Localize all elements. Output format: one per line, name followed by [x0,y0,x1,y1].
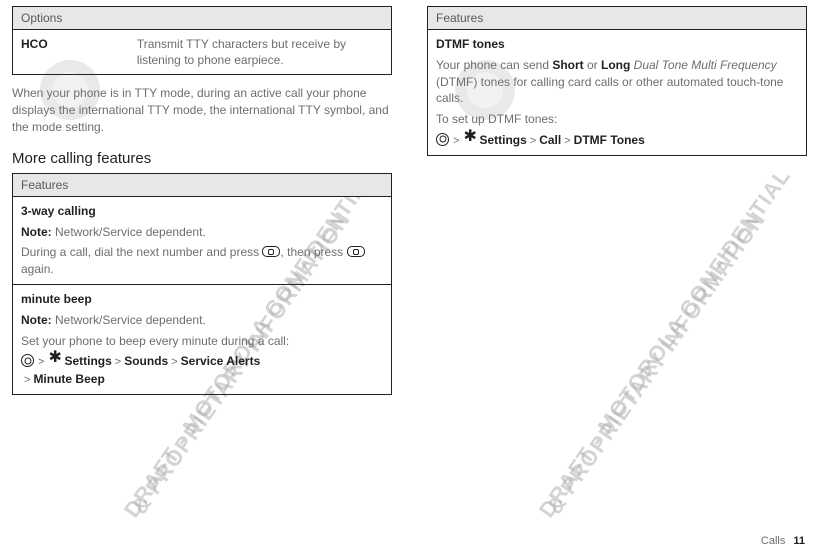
feature-dtmf-title: DTMF tones [436,37,505,51]
center-key-icon-2 [436,133,449,146]
right-column: Features DTMF tones Your phone can send … [427,6,807,156]
send-key-icon-2 [347,246,365,257]
path-settings-2: Settings [479,133,526,147]
note-label-1: Note: [21,225,52,239]
feature-minute-note: Network/Service dependent. [52,313,206,327]
page: DRAFT - MOTOROLA CONFIDENTIAL & PROPRIET… [0,0,819,555]
feature-3way-title: 3-way calling [21,204,96,218]
dtmf-short: Short [552,58,583,72]
note-label-2: Note: [21,313,52,327]
footer-page: 11 [793,535,805,547]
features-header-right: Features [428,7,806,30]
path-sep: > [530,135,536,147]
path-dtmf: DTMF Tones [574,133,645,147]
path-sep: > [38,356,44,368]
feature-3way-note: Network/Service dependent. [52,225,206,239]
feature-minute-title: minute beep [21,292,92,306]
path-sep: > [171,356,177,368]
path-sounds: Sounds [124,354,168,368]
center-key-icon [21,354,34,367]
send-key-icon [262,246,280,257]
settings-icon-2 [463,132,477,146]
dtmf-setup: To set up DTMF tones: [436,111,798,128]
hco-desc: Transmit TTY characters but receive by l… [137,36,383,68]
dtmf-term: Dual Tone Multi Frequency [634,58,777,72]
dtmf-text-b: (DTMF) tones for calling card calls or o… [436,75,783,106]
path-sep: > [24,374,30,386]
settings-icon [48,353,62,367]
feature-3way: 3-way calling Note: Network/Service depe… [13,197,391,285]
features-table-right: Features DTMF tones Your phone can send … [427,6,807,156]
feature-3way-text-a: During a call, dial the next number and … [21,245,262,259]
features-table-left: Features 3-way calling Note: Network/Ser… [12,173,392,395]
feature-minute-beep: minute beep Note: Network/Service depend… [13,285,391,395]
dtmf-or: or [584,58,601,72]
features-header-left: Features [13,174,391,197]
path-sep: > [115,356,121,368]
options-header: Options [13,7,391,30]
page-footer: Calls 11 [761,535,805,547]
watermark-right-1: DRAFT - MOTOROLA CONFIDENTIAL [534,163,796,522]
path-sep: > [564,135,570,147]
path-settings-1: Settings [64,354,111,368]
more-calling-heading: More calling features [12,150,392,167]
feature-3way-text-b: , then press [280,245,346,259]
tty-paragraph: When your phone is in TTY mode, during a… [12,85,392,135]
dtmf-long: Long [601,58,634,72]
left-column: Options HCO Transmit TTY characters but … [12,6,392,395]
hco-row: HCO Transmit TTY characters but receive … [13,30,391,75]
hco-label: HCO [21,36,137,68]
path-sep: > [453,135,459,147]
footer-label: Calls [761,535,785,547]
feature-minute-text: Set your phone to beep every minute duri… [21,333,383,350]
path-call: Call [539,133,561,147]
dtmf-text-a: Your phone can send [436,58,552,72]
path-minute: Minute Beep [33,372,104,386]
path-alerts: Service Alerts [181,354,261,368]
feature-3way-text-c: again. [21,262,54,276]
options-table: Options HCO Transmit TTY characters but … [12,6,392,75]
watermark-right-2: & PROPRIETARY INFORMATION [542,207,771,519]
feature-dtmf: DTMF tones Your phone can send Short or … [428,30,806,156]
